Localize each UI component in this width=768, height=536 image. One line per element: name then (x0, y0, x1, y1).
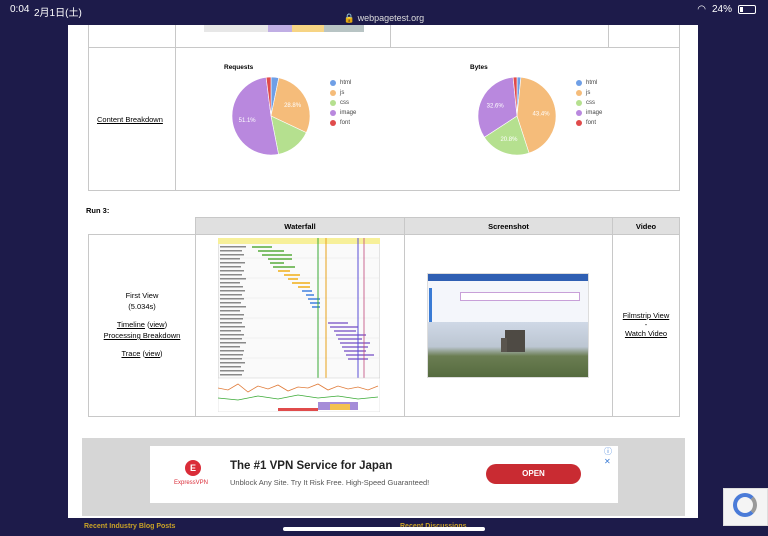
first-view-label: First View (125, 291, 159, 300)
bytes-slice-css (483, 115, 530, 156)
status-date: 2月1日(土) (34, 8, 82, 19)
requests-slice-image (231, 76, 279, 156)
timeline-link[interactable]: Timeline (116, 320, 145, 329)
home-indicator[interactable] (283, 527, 485, 531)
content-breakdown-link[interactable]: Content Breakdown (97, 115, 163, 124)
requests-legend-text: font (340, 120, 351, 126)
requests-legend: html js css image font (330, 78, 356, 128)
requests-legend-html: html (330, 78, 356, 88)
bytes-legend-text: js (586, 90, 591, 96)
bytes-legend-swatch (576, 110, 582, 116)
prev-waterfall-cell (175, 25, 391, 48)
video-separator: - (644, 320, 648, 329)
bytes-label-js: 43.4% (533, 111, 551, 117)
requests-slice-js (270, 77, 311, 134)
video-header: Video (612, 217, 680, 235)
requests-legend-swatch (330, 120, 336, 126)
bytes-title: Bytes (470, 64, 488, 71)
bytes-slice-image (477, 76, 518, 138)
bytes-legend-swatch (576, 80, 582, 86)
address-bar[interactable]: 🔒 webpagetest.org (343, 13, 425, 23)
prev-row-cell (88, 25, 176, 48)
battery-icon (738, 5, 756, 14)
requests-pie: 28.8% 51.1% (231, 76, 311, 156)
bytes-legend-html: html (576, 78, 602, 88)
bytes-legend: html js css image font (576, 78, 602, 128)
battery-percent: 24% (711, 4, 732, 15)
bytes-slice-font (512, 76, 518, 117)
ad-open-button[interactable]: OPEN (486, 464, 581, 484)
requests-legend-image: image (330, 108, 356, 118)
prev-video-cell (608, 25, 680, 48)
requests-legend-swatch (330, 110, 336, 116)
bytes-slice-js (516, 76, 557, 154)
page-content: Content Breakdown Requests 28.8% 51.1% ht… (68, 25, 698, 536)
bytes-legend-swatch (576, 120, 582, 126)
bytes-legend-image: image (576, 108, 602, 118)
trace-link[interactable]: Trace (121, 349, 141, 358)
bytes-legend-text: image (586, 110, 603, 116)
ad-title[interactable]: The #1 VPN Service for Japan (230, 460, 393, 472)
bytes-legend-js: js (576, 88, 602, 98)
requests-label-image: 51.1% (239, 118, 257, 124)
recaptcha-badge[interactable] (723, 488, 768, 526)
requests-title: Requests (224, 64, 254, 71)
recaptcha-icon (733, 493, 757, 517)
footer-discussions[interactable]: Recent Discussions (400, 523, 467, 530)
breakdown-charts-cell: Requests 28.8% 51.1% html js css image font B… (175, 47, 680, 191)
bytes-legend-css: css (576, 98, 602, 108)
requests-legend-font: font (330, 118, 356, 128)
bytes-label-css: 20.8% (500, 137, 518, 143)
prev-waterfall-thumb (204, 25, 364, 32)
requests-legend-text: js (340, 90, 345, 96)
requests-legend-js: js (330, 88, 356, 98)
run3-heading: Run 3: (86, 206, 110, 215)
requests-legend-text: image (340, 110, 357, 116)
wifi-icon: ◠ (697, 4, 706, 15)
footer-blog-posts[interactable]: Recent Industry Blog Posts (84, 523, 176, 530)
bytes-pie: 43.4% 20.8% 32.6% (477, 76, 557, 156)
waterfall-header: Waterfall (195, 217, 405, 235)
waterfall-cell (195, 234, 405, 417)
requests-legend-text: css (340, 100, 349, 106)
requests-legend-css: css (330, 98, 356, 108)
url-text: webpagetest.org (357, 13, 425, 23)
first-view-cell: First View (5.034s) Timeline (view) Proc… (88, 234, 196, 417)
ad-banner: ⓘ ✕ E ExpressVPN The #1 VPN Service for … (82, 438, 685, 516)
screenshot-header: Screenshot (404, 217, 613, 235)
watch-video-link[interactable]: Watch Video (624, 329, 668, 338)
status-icons: ◠ 24% (697, 4, 756, 15)
status-time: 0:04 (10, 4, 30, 15)
filmstrip-view-link[interactable]: Filmstrip View (622, 311, 670, 320)
ad-subtitle: Unblock Any Site. Try It Risk Free. High… (230, 478, 430, 487)
bytes-legend-swatch (576, 100, 582, 106)
processing-breakdown-link[interactable]: Processing Breakdown (103, 331, 181, 340)
ad-choices-icon[interactable]: ⓘ ✕ (604, 447, 612, 466)
requests-label-js: 28.8% (284, 103, 302, 109)
requests-legend-swatch (330, 90, 336, 96)
ad-card[interactable]: ⓘ ✕ E ExpressVPN The #1 VPN Service for … (150, 446, 618, 503)
requests-slice-font (265, 76, 272, 117)
waterfall-thumbnail[interactable] (218, 238, 380, 412)
requests-legend-swatch (330, 80, 336, 86)
bytes-legend-swatch (576, 90, 582, 96)
status-bar: 0:04 2月1日(土) 🔒 webpagetest.org ◠ 24% (0, 0, 768, 25)
requests-legend-swatch (330, 100, 336, 106)
expressvpn-logo-icon: E (185, 460, 201, 476)
bytes-legend-text: css (586, 100, 595, 106)
trace-view-link[interactable]: view (144, 349, 160, 358)
timeline-view-link[interactable]: view (149, 320, 165, 329)
bytes-label-image: 32.6% (487, 104, 505, 110)
bytes-legend-text: font (586, 120, 597, 126)
bytes-legend-font: font (576, 118, 602, 128)
bytes-legend-text: html (586, 80, 598, 86)
breakdown-label-cell: Content Breakdown (88, 47, 176, 191)
screenshot-cell (404, 234, 613, 417)
prev-screenshot-cell (390, 25, 609, 48)
video-cell: Filmstrip View - Watch Video (612, 234, 680, 417)
load-time: (5.034s) (128, 302, 156, 311)
requests-legend-text: html (340, 80, 352, 86)
ad-brand: ExpressVPN (174, 480, 209, 486)
page-screenshot-thumbnail[interactable] (427, 273, 589, 378)
